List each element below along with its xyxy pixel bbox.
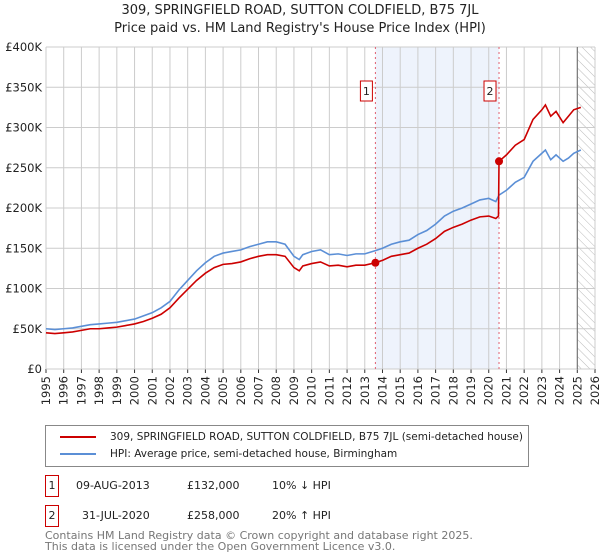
transaction-row: 1 09-AUG-2013 £132,000 10% ↓ HPI [45, 475, 545, 497]
x-tick-label: 2012 [340, 376, 354, 405]
x-tick-label: 2002 [163, 376, 177, 405]
transaction-marker: 2 [45, 505, 59, 527]
sale-point [371, 258, 380, 267]
sale-label-box [483, 80, 497, 102]
transaction-price: £132,000 [187, 479, 240, 492]
x-tick-label: 2003 [181, 376, 195, 405]
legend-swatch-property [60, 436, 96, 438]
footer-licence: This data is licensed under the Open Gov… [45, 540, 396, 553]
x-tick-label: 2024 [553, 376, 567, 405]
transaction-marker: 1 [45, 475, 59, 497]
sale-label: 1 [363, 85, 370, 98]
x-tick-label: 2026 [588, 376, 600, 405]
legend-label-hpi: HPI: Average price, semi-detached house,… [110, 448, 398, 460]
x-tick-label: 2004 [198, 376, 212, 405]
price-chart: 1995 1996 1997 1998 1999 2000 2001 2002 2003 2004… [5, 40, 600, 405]
x-tick-label: 2023 [535, 376, 549, 405]
y-tick-label: £50K [13, 322, 43, 336]
x-tick-label: 2008 [269, 376, 283, 405]
transaction-price: £258,000 [187, 509, 240, 522]
x-tick-label: 2015 [393, 376, 407, 405]
hpi-line [45, 148, 582, 331]
x-tick-label: 2011 [322, 376, 336, 405]
x-tick-label: 2007 [252, 376, 266, 405]
x-tick-label: 2022 [517, 376, 531, 405]
x-tick-label: 2006 [234, 376, 248, 405]
footer-copyright: Contains HM Land Registry data © Crown c… [45, 529, 473, 542]
transaction-hpi-diff: 10% ↓ HPI [272, 479, 331, 492]
x-tick-label: 2010 [305, 376, 319, 405]
legend-swatch-hpi [60, 453, 96, 455]
sale-label: 2 [487, 85, 494, 98]
x-tick-label: 1997 [74, 376, 88, 405]
transaction-row: 2 31-JUL-2020 £258,000 20% ↑ HPI [45, 505, 545, 527]
x-tick-label: 2014 [375, 376, 389, 405]
legend: 309, SPRINGFIELD ROAD, SUTTON COLDFIELD,… [45, 425, 529, 467]
x-tick-label: 2001 [145, 376, 159, 405]
sale-point [495, 157, 504, 166]
property-price-line [45, 103, 582, 335]
x-tick-label: 1999 [110, 376, 124, 405]
x-tick-label: 2005 [216, 376, 230, 405]
x-tick-label: 2017 [429, 376, 443, 405]
x-tick-label: 2009 [287, 376, 301, 405]
y-tick-label: £0 [27, 362, 42, 376]
y-tick-label: £400K [5, 40, 42, 54]
transaction-hpi-diff: 20% ↑ HPI [272, 509, 331, 522]
x-tick-label: 2000 [128, 376, 142, 405]
y-tick-label: £100K [5, 282, 42, 296]
sale-label-box [359, 80, 373, 102]
y-tick-label: £250K [5, 161, 42, 175]
y-tick-label: £300K [5, 121, 42, 135]
legend-label-property: 309, SPRINGFIELD ROAD, SUTTON COLDFIELD,… [110, 431, 523, 443]
x-tick-label: 2019 [464, 376, 478, 405]
footer: Contains HM Land Registry data © Crown c… [45, 530, 473, 552]
x-tick-label: 2016 [411, 376, 425, 405]
x-tick-label: 2020 [482, 376, 496, 405]
chart-title: 309, SPRINGFIELD ROAD, SUTTON COLDFIELD,… [121, 3, 479, 18]
x-tick-label: 1996 [57, 376, 71, 405]
x-tick-label: 1998 [92, 376, 106, 405]
x-tick-label: 2018 [446, 376, 460, 405]
transaction-date: 31-JUL-2020 [82, 509, 150, 522]
x-tick-label: 2025 [570, 376, 584, 405]
x-tick-label: 2021 [499, 376, 513, 405]
y-tick-label: £150K [5, 241, 42, 255]
transaction-date: 09-AUG-2013 [76, 479, 150, 492]
x-tick-label: 2013 [358, 376, 372, 405]
chart-subtitle: Price paid vs. HM Land Registry's House … [114, 21, 486, 36]
y-tick-label: £200K [5, 201, 42, 215]
x-tick-label: 1995 [39, 376, 53, 405]
y-tick-label: £350K [5, 80, 42, 94]
